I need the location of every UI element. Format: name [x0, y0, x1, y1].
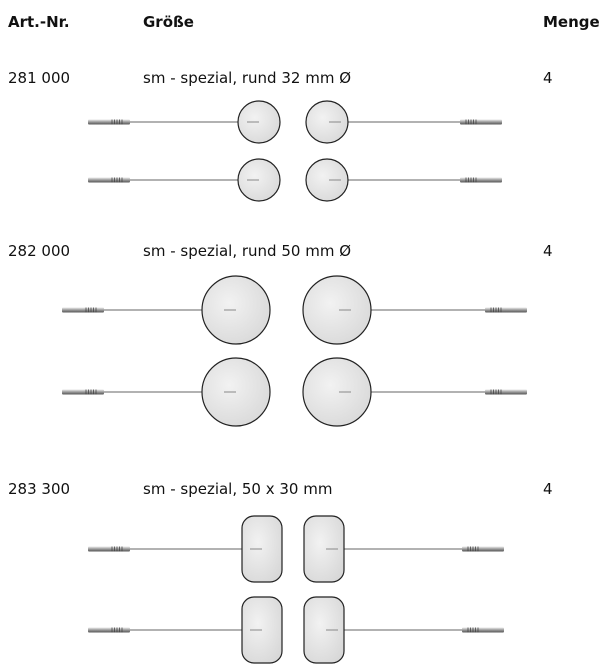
size: sm - spezial, 50 x 30 mm [143, 480, 333, 498]
size: sm - spezial, rund 50 mm Ø [143, 242, 352, 260]
connector [88, 546, 130, 552]
art-nr: 283 300 [8, 480, 71, 498]
connector [460, 119, 502, 125]
header-quantity: Menge [543, 13, 600, 31]
connector [485, 307, 527, 313]
quantity: 4 [543, 242, 553, 260]
art-nr: 282 000 [8, 242, 71, 260]
electrode-pad [303, 515, 345, 583]
electrode-pad [305, 158, 349, 202]
electrode-pad [305, 100, 349, 144]
connector [88, 119, 130, 125]
connector [88, 177, 130, 183]
connector [62, 307, 104, 313]
electrode-pad [303, 596, 345, 664]
size: sm - spezial, rund 32 mm Ø [143, 69, 352, 87]
header-art-nr: Art.-Nr. [8, 13, 70, 31]
quantity: 4 [543, 69, 553, 87]
header-size: Größe [143, 13, 194, 31]
connector [462, 546, 504, 552]
electrode-pad [302, 357, 372, 427]
quantity: 4 [543, 480, 553, 498]
connector [88, 627, 130, 633]
connector [462, 627, 504, 633]
art-nr: 281 000 [8, 69, 71, 87]
electrode-pad [302, 275, 372, 345]
connector [460, 177, 502, 183]
connector [62, 389, 104, 395]
connector [485, 389, 527, 395]
